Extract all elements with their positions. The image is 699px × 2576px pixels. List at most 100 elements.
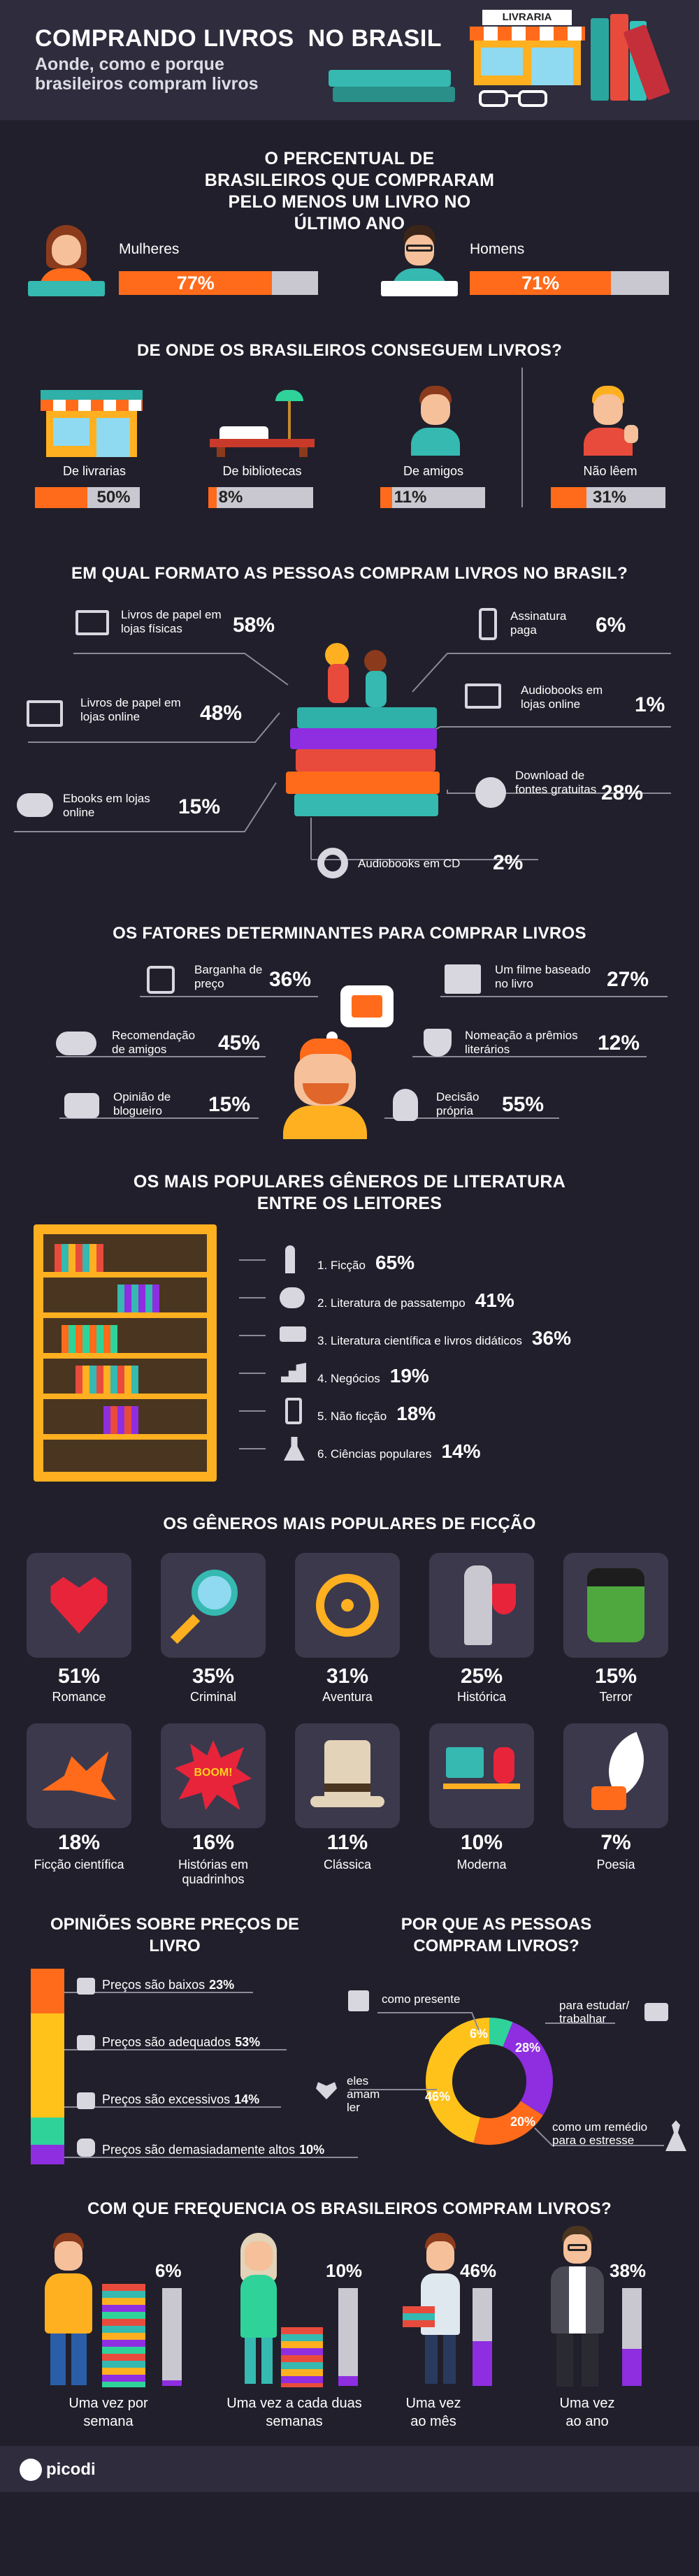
graduation-cap-icon (280, 1326, 306, 1342)
men-label: Homens (470, 241, 525, 257)
reason-label-1: para estudar/ trabalhar (559, 1999, 630, 2025)
trophy-icon (424, 1029, 452, 1057)
dragon-icon (42, 1751, 116, 1800)
genre-value-2: 36% (531, 1327, 571, 1349)
source-label-library: De bibliotecas (222, 464, 302, 478)
library-icon (210, 390, 315, 457)
header-title: COMPRANDO LIVROS NO BRASIL (35, 25, 442, 52)
magnifier-icon (192, 1570, 238, 1616)
book-icon (75, 610, 109, 635)
knight-icon (464, 1565, 492, 1645)
source-label-none: Não lêem (583, 464, 637, 478)
thumbs-up-icon (77, 1978, 95, 1995)
modern-tile (429, 1723, 534, 1828)
fiction-value-0: 51% (57, 1665, 101, 1688)
price-value-0: 23% (209, 1978, 235, 1992)
person-biweekly (231, 2233, 287, 2387)
glasses-icon (479, 87, 549, 108)
factor-value-1: 45% (218, 1032, 261, 1055)
fiction-value-2: 31% (326, 1665, 369, 1688)
book-stack-illustration (329, 70, 458, 105)
factor-value-0: 36% (269, 968, 312, 991)
source-label-store: De livrarias (62, 464, 127, 478)
picodi-logo-icon (20, 2459, 42, 2481)
price-seg-3 (31, 2145, 64, 2164)
genre-row-0: 1. Ficção 65% (317, 1251, 415, 1275)
section8-title: POR QUE AS PESSOAS COMPRAM LIVROS? (401, 1915, 592, 1955)
freq-label-3: Uma vez ao ano (559, 2396, 615, 2429)
book-pile-biweekly (281, 2327, 323, 2387)
horror-tile (563, 1553, 668, 1658)
price-line-0 (64, 1992, 253, 1993)
price-row-0: Preços são baixos 23% (102, 1978, 234, 1992)
cd-icon (317, 848, 348, 878)
romance-tile (27, 1553, 131, 1658)
price-opinion-stack (31, 1969, 64, 2164)
book-pile-monthly (403, 2306, 435, 2327)
source-bar-store: 50% (35, 487, 140, 508)
section4-title: OS FATORES DETERMINANTES PARA COMPRAR LI… (113, 924, 586, 943)
genre-value-3: 19% (389, 1365, 429, 1387)
price-seg-1 (31, 2013, 64, 2118)
flask-icon (284, 1437, 305, 1461)
freq-bar-2 (473, 2288, 492, 2386)
donut-value-0: 6% (470, 2027, 489, 2041)
lightbulb-icon (393, 1089, 418, 1121)
footer-brand[interactable]: picodi (46, 2460, 96, 2479)
factor-value-3: 27% (607, 968, 649, 991)
classic-tile (295, 1723, 400, 1828)
format-value-2: 15% (178, 795, 221, 818)
youtube-icon (64, 1093, 99, 1118)
reasons-donut (426, 2018, 553, 2145)
ok-hand-icon (77, 2035, 95, 2050)
source-bar-none: 31% (551, 487, 665, 508)
freq-bar-1 (338, 2288, 358, 2386)
price-tag-icon (147, 966, 175, 994)
price-line-3 (64, 2157, 358, 2158)
fiction-label-0: Romance (52, 1690, 106, 1704)
reason-label-2: como um remédio para o estresse (552, 2120, 648, 2147)
fiction-label-5: Ficção científica (34, 1858, 124, 1872)
fiction-label-7: Clássica (323, 1858, 372, 1872)
section7-title: OPINIÕES SOBRE PREÇOS DE LIVRO (50, 1915, 300, 1955)
source-value-none: 31% (592, 488, 627, 507)
source-value-friends: 11% (394, 488, 427, 507)
non-reader-icon (584, 386, 640, 456)
price-line-2 (64, 2106, 281, 2108)
readers-on-books-illustration (283, 643, 451, 832)
format-label-0: Livros de papel em lojas físicas (121, 608, 222, 635)
reason-lines (350, 2012, 664, 2146)
woman-reader-icon (28, 222, 105, 299)
genre-line-4 (239, 1410, 266, 1412)
section5-title: OS MAIS POPULARES GÊNEROS DE LITERATURA … (133, 1172, 566, 1213)
genre-line-2 (239, 1335, 266, 1336)
price-value-1: 53% (235, 2035, 261, 2049)
price-label-1: Preços são adequados (102, 2035, 231, 2049)
fiction-label-4: Terror (599, 1690, 633, 1704)
pirate-icon (475, 777, 506, 808)
donut-slice-3 (426, 2018, 490, 2143)
format-value-4: 1% (635, 693, 665, 716)
format-label-2: Ebooks em lojas online (63, 792, 150, 819)
price-label-3: Preços são demasiadamente altos (102, 2143, 296, 2157)
chart-up-icon (281, 1363, 306, 1382)
factor-value-4: 12% (598, 1032, 640, 1055)
format-value-0: 58% (233, 614, 275, 637)
genre-label-0: 1. Ficção (317, 1259, 366, 1272)
divider (521, 368, 523, 507)
header-subtitle: Aonde, como e porque brasileiros compram… (35, 55, 259, 94)
section6-title: OS GÊNEROS MAIS POPULARES DE FICÇÃO (163, 1514, 536, 1533)
price-row-1: Preços são adequados 53% (102, 2035, 260, 2050)
donut-slice-2 (473, 2100, 543, 2145)
friends-icon (411, 386, 460, 456)
genre-line-1 (239, 1297, 266, 1298)
source-value-library: 8% (218, 488, 243, 507)
format-label-4: Audiobooks em lojas online (521, 683, 603, 711)
genre-line-3 (239, 1373, 266, 1374)
fiction-label-3: Histórica (456, 1690, 506, 1704)
store-icon (41, 390, 143, 457)
freq-value-1: 10% (326, 2260, 363, 2281)
freq-bar-3 (622, 2288, 642, 2386)
chat-icon (56, 1032, 96, 1055)
donut-value-3: 46% (425, 2090, 451, 2104)
